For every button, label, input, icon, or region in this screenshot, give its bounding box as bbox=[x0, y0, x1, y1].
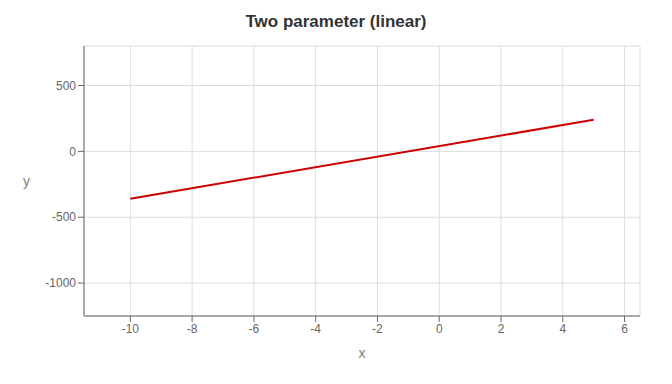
svg-text:4: 4 bbox=[559, 322, 566, 336]
html-text:Two parameter (linear): Two parameter (linear) bbox=[245, 12, 427, 31]
svg-text:-6: -6 bbox=[249, 322, 260, 336]
svg-text:x: x bbox=[359, 345, 366, 361]
svg-text:0: 0 bbox=[436, 322, 443, 336]
svg-text:y: y bbox=[23, 173, 30, 189]
svg-text:500: 500 bbox=[56, 79, 76, 93]
svg-text:-4: -4 bbox=[310, 322, 321, 336]
svg-text:-2: -2 bbox=[372, 322, 383, 336]
svg-text:-10: -10 bbox=[122, 322, 140, 336]
svg-text:-1000: -1000 bbox=[45, 276, 76, 290]
svg-text:6: 6 bbox=[621, 322, 628, 336]
svg-text:-500: -500 bbox=[52, 210, 76, 224]
svg-text:-8: -8 bbox=[187, 322, 198, 336]
svg-text:2: 2 bbox=[498, 322, 505, 336]
svg-text:0: 0 bbox=[69, 145, 76, 159]
